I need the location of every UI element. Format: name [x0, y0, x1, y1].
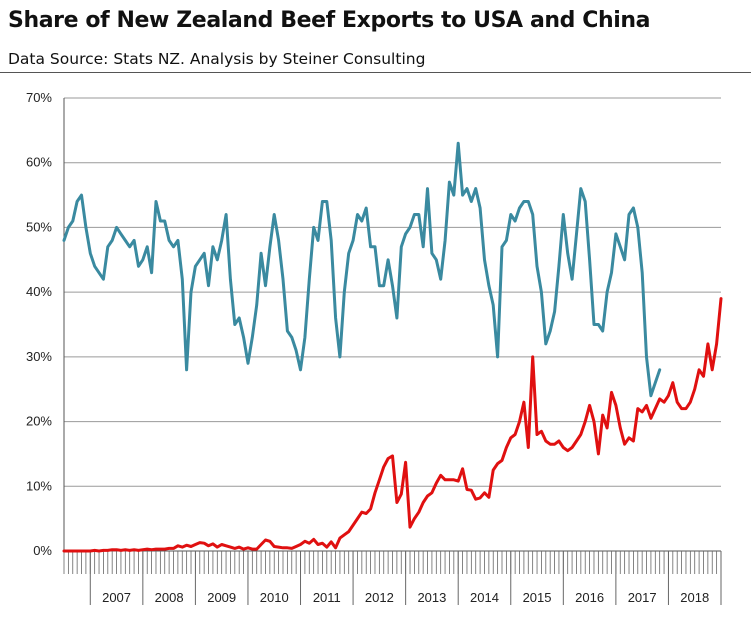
y-tick-label: 60% — [26, 155, 52, 170]
y-tick-label: 0% — [33, 543, 52, 558]
series-lines — [62, 141, 723, 553]
y-tick-label: 20% — [26, 414, 52, 429]
x-tick-label: 2007 — [102, 590, 131, 605]
chart-subtitle: Data Source: Stats NZ. Analysis by Stein… — [8, 50, 426, 68]
x-tick-label: 2010 — [260, 590, 289, 605]
x-tick-label: 2011 — [313, 590, 341, 605]
y-tick-label: 70% — [26, 90, 52, 105]
x-tick-label: 2018 — [680, 590, 709, 605]
series-line-china — [62, 297, 723, 553]
x-tick-label: 2014 — [470, 590, 499, 605]
y-tick-label: 40% — [26, 284, 52, 299]
y-tick-label: 10% — [26, 478, 52, 493]
x-tick-label: 2013 — [417, 590, 446, 605]
x-tick-label: 2015 — [523, 590, 552, 605]
chart-title: Share of New Zealand Beef Exports to USA… — [8, 8, 651, 33]
series-line-usa — [62, 141, 662, 398]
x-tick-label: 2008 — [155, 590, 184, 605]
y-tick-label: 30% — [26, 349, 52, 364]
x-tick-label: 2017 — [628, 590, 657, 605]
x-tick-label: 2016 — [575, 590, 604, 605]
x-tick-label: 2009 — [207, 590, 236, 605]
header-divider — [0, 72, 751, 73]
x-axis: 2007 2008 2009 2010 2011 2012 2013 2014 2015 2016… — [63, 550, 722, 605]
y-tick-label: 50% — [26, 219, 52, 234]
x-tick-label: 2012 — [365, 590, 394, 605]
y-axis: 0% 10% 20% 30% 40% 50% 60% 70% — [26, 90, 65, 558]
